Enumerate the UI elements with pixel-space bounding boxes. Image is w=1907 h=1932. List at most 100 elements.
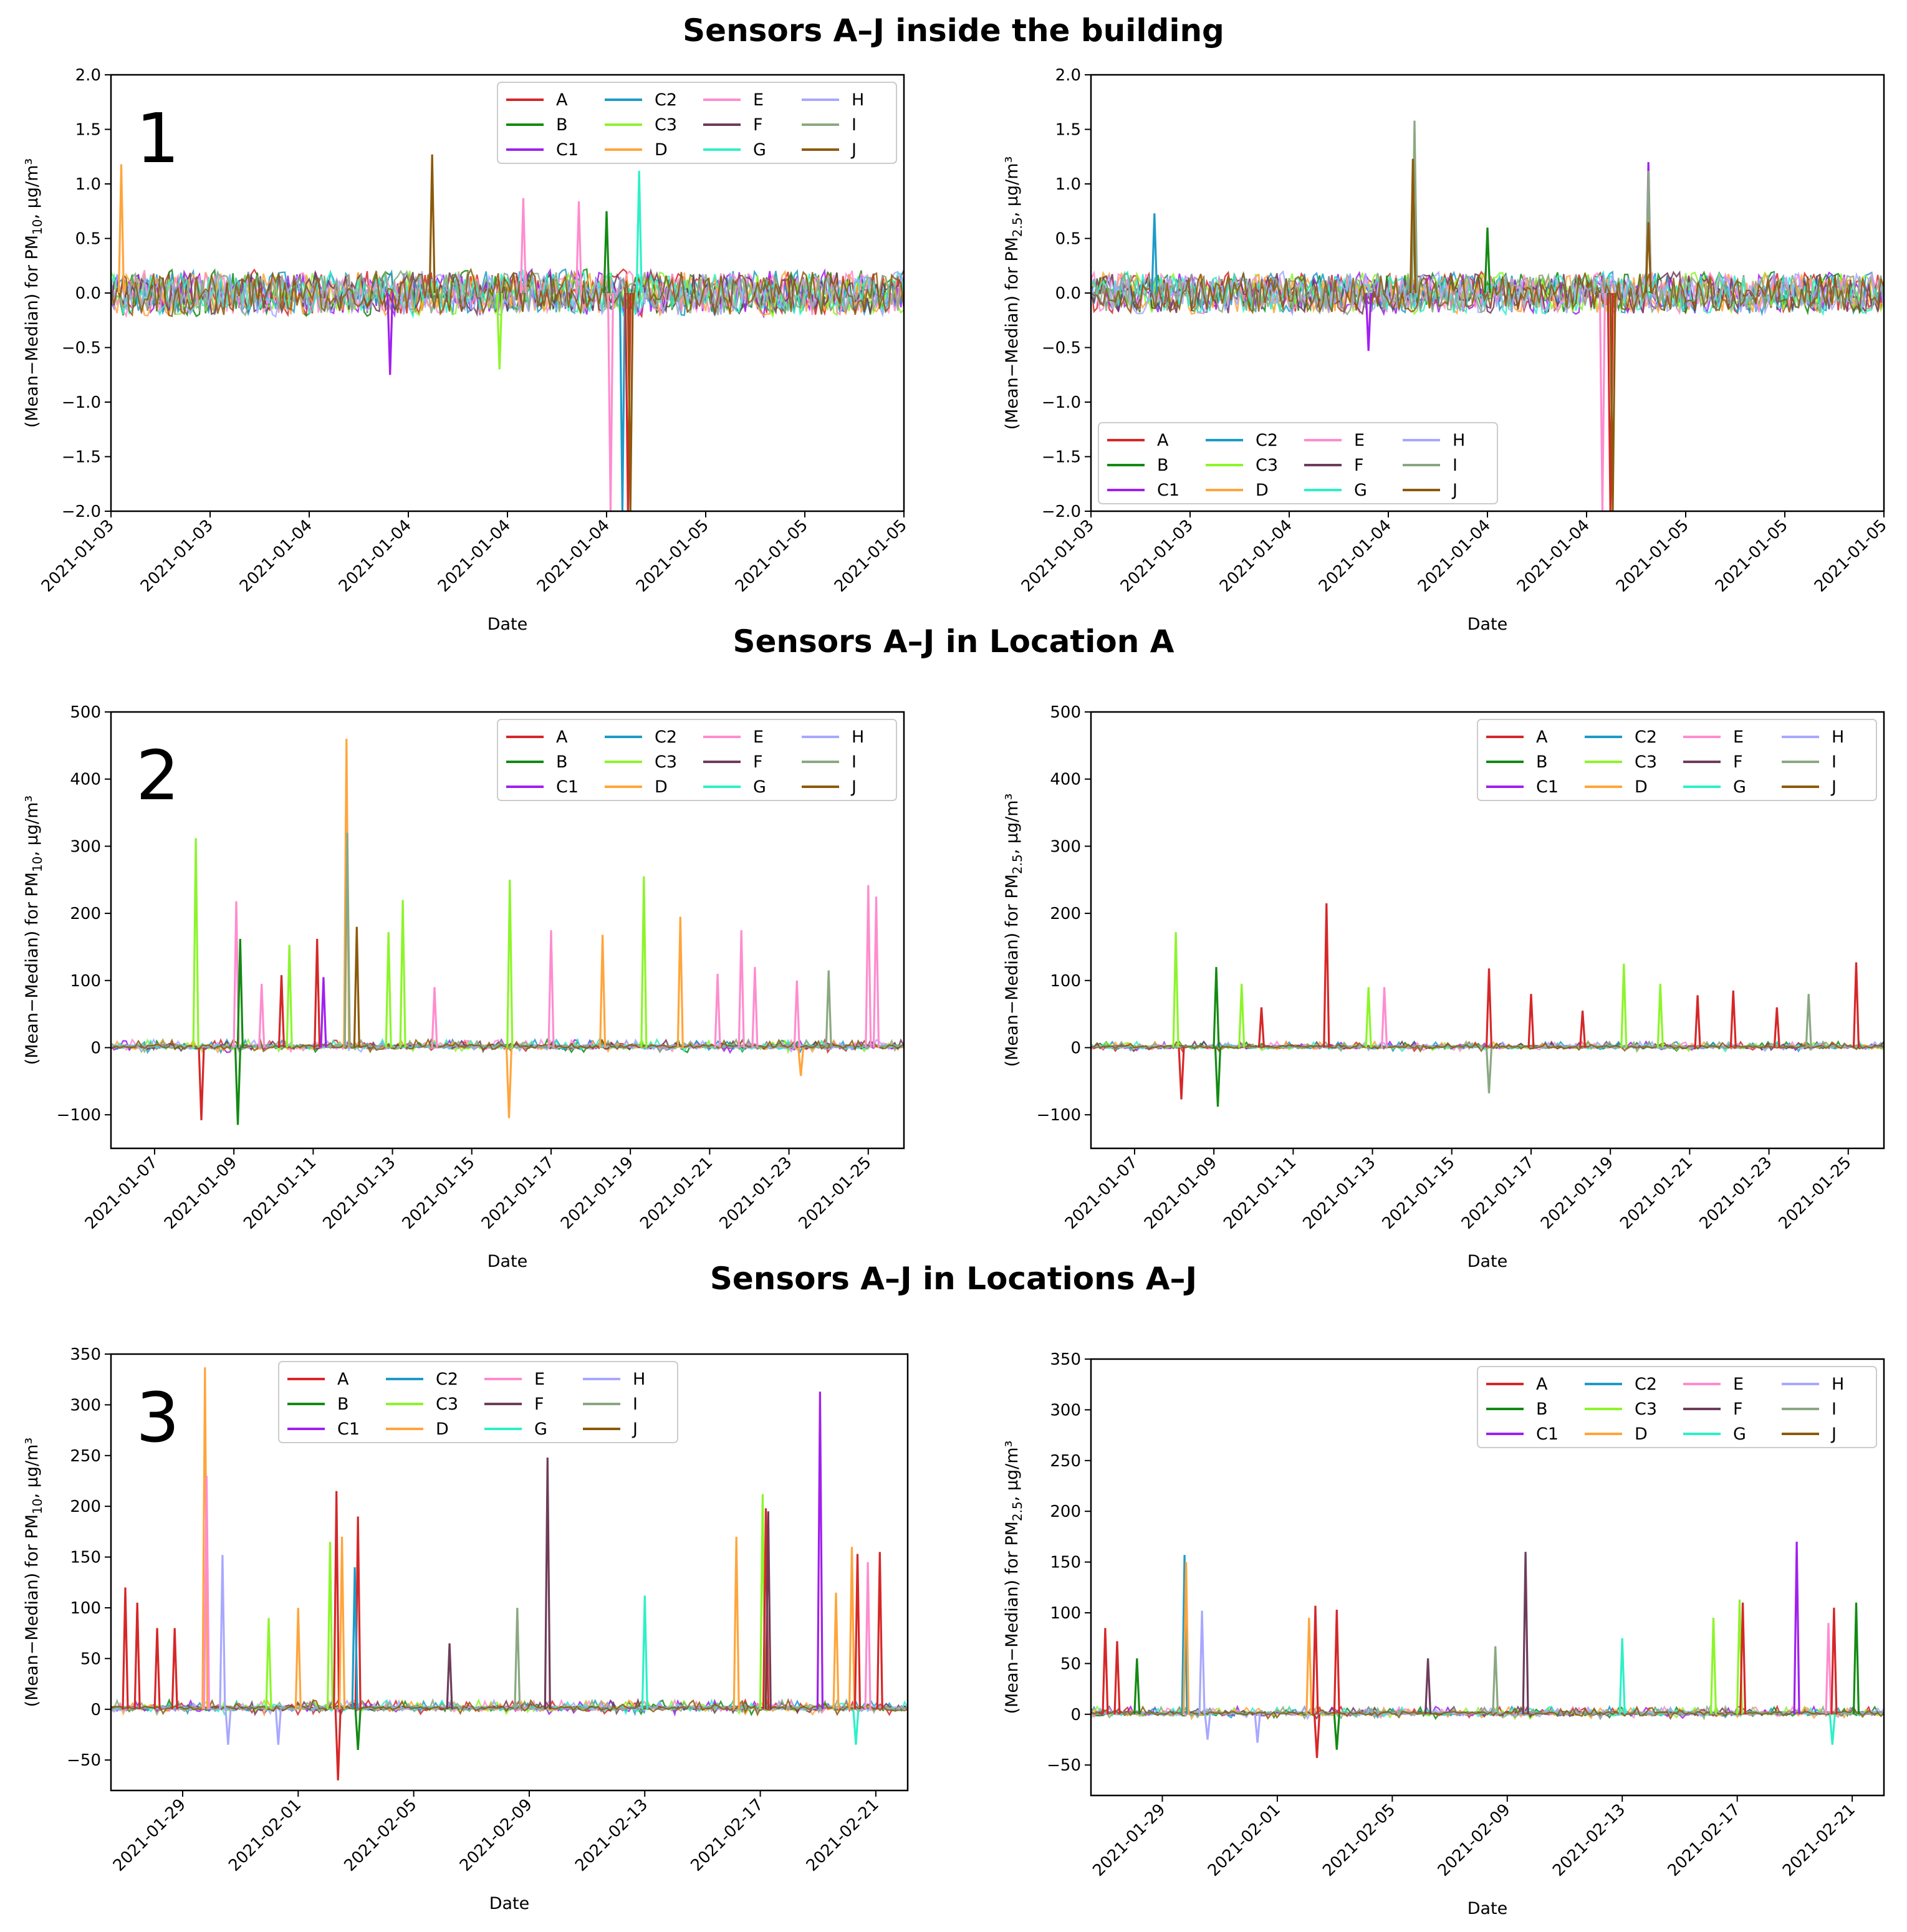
spike-A-6 [277, 975, 286, 1048]
x-tick-label: 2021-01-05 [1712, 516, 1792, 596]
legend-label-G: G [1733, 777, 1746, 797]
x-tick-label: 2021-01-03 [137, 516, 217, 596]
x-tick-label: 2021-01-05 [633, 516, 713, 596]
series-line-J [111, 267, 904, 317]
legend-label-J: J [850, 140, 857, 160]
spike-E-30 [864, 1562, 872, 1709]
legend: A C2 E H B C3 F I C1 D G J [1477, 1366, 1877, 1448]
y-axis-label-1: (Mean−Median) for PM10, µg/m³ [22, 158, 45, 428]
spike-C3-20 [640, 876, 648, 1048]
series-layer [1091, 903, 1884, 1107]
spike-E-23 [737, 930, 745, 1048]
legend-label-D: D [1635, 1425, 1648, 1444]
y-tick-label: −1.0 [1042, 393, 1081, 412]
legend-label-I: I [852, 752, 857, 772]
y-tick-label: −100 [57, 1106, 101, 1125]
y-tick-label: 150 [1050, 1554, 1081, 1572]
spike-E-3 [575, 201, 583, 294]
x-axis-label: Date [1467, 1899, 1508, 1918]
legend-label-J: J [850, 777, 857, 797]
spike-C1-7 [1365, 292, 1372, 351]
spike-G-24 [1828, 1714, 1836, 1745]
legend-label-D: D [655, 140, 668, 160]
x-tick-label: 2021-01-05 [732, 516, 812, 596]
spike-E-21 [1825, 1623, 1832, 1714]
legend-label-J: J [1451, 481, 1458, 500]
legend-label-A: A [337, 1370, 349, 1389]
x-tick-label: 2021-01-15 [1379, 1153, 1459, 1233]
x-tick-label: 2021-01-03 [38, 516, 118, 596]
legend-label-H: H [852, 728, 864, 747]
legend-label-I: I [1832, 752, 1837, 772]
legend-label-H: H [1453, 431, 1465, 450]
y-axis-label-3: (Mean−Median) for PM10, µg/m³ [22, 795, 45, 1065]
spike-C2-3 [1181, 1555, 1188, 1714]
spike-A-16 [1729, 990, 1737, 1048]
spike-A-2 [153, 1628, 161, 1709]
spike-B-3 [234, 1047, 242, 1125]
x-tick-label: 2021-02-13 [1549, 1800, 1629, 1880]
spike-A-17 [1773, 1007, 1780, 1048]
y-axis-label-6: (Mean−Median) for PM2.5, µg/m³ [1002, 1441, 1025, 1714]
spike-A-1 [1113, 1641, 1121, 1714]
y-tick-label: 0 [1070, 1039, 1081, 1057]
spike-I-18 [1805, 994, 1812, 1048]
y-tick-label: 200 [1050, 1502, 1081, 1521]
spike-D-0 [117, 164, 125, 294]
x-tick-label: 2021-01-05 [1811, 516, 1891, 596]
legend-label-D: D [1256, 481, 1269, 500]
spike-F-15 [1522, 1552, 1529, 1714]
spike-F-25 [764, 1511, 772, 1709]
y-tick-label: 200 [70, 1497, 101, 1516]
x-tick-label: 2021-01-19 [557, 1153, 637, 1233]
legend-label-C2: C2 [655, 90, 677, 110]
legend-label-B: B [1536, 752, 1548, 772]
chart-panel-1: −2.0 −1.5 −1.0 −0.5 0.0 0.5 1.0 1.5 2.0 2021-01-0… [22, 66, 911, 634]
spike-D-14 [339, 1536, 346, 1709]
spike-A-8 [314, 938, 321, 1048]
spike-C3-4 [1238, 984, 1246, 1048]
series-layer [111, 1367, 908, 1781]
legend-box [1477, 719, 1877, 801]
x-tick-label: 2021-01-04 [534, 516, 613, 596]
spike-H-6 [219, 1555, 226, 1709]
chart-panel-6: −50 0 50 100 150 200 250 300 350 2021-01-29 2021-0… [1002, 1350, 1885, 1918]
spike-C1-9 [320, 977, 327, 1048]
chart-panel-4: −100 0 100 200 300 400 500 2021-01-07 2021-01-09… [1002, 703, 1885, 1271]
spike-A-6 [1323, 903, 1330, 1048]
legend-label-G: G [534, 1420, 547, 1439]
spike-G-16 [1618, 1638, 1626, 1714]
y-tick-label: 100 [1050, 972, 1081, 991]
spike-D-29 [797, 1047, 805, 1076]
panel-number: 3 [136, 1378, 180, 1458]
x-tick-label: 2021-01-04 [435, 516, 514, 596]
spike-H-7 [1254, 1714, 1261, 1743]
chart-panel-2: −2.0 −1.5 −1.0 −0.5 0.0 0.5 1.0 1.5 2.0 2021-01-0… [1002, 66, 1891, 634]
series-line-F [1091, 270, 1884, 315]
x-axis-label: Date [489, 1894, 530, 1913]
x-tick-label: 2021-02-05 [341, 1795, 421, 1875]
y-tick-label: 300 [70, 1396, 101, 1415]
spike-A-12 [333, 1491, 340, 1709]
spike-A-15 [1694, 995, 1701, 1048]
legend-label-J: J [1830, 1425, 1837, 1444]
spike-A-5 [1257, 1007, 1266, 1048]
legend-label-F: F [1733, 1400, 1743, 1419]
spike-E-5 [203, 1476, 210, 1709]
legend-label-E: E [753, 90, 764, 110]
y-tick-label: 1.0 [75, 175, 101, 194]
spike-C3-13 [385, 932, 392, 1048]
x-axis-label: Date [1467, 615, 1508, 634]
y-tick-label: 0 [90, 1701, 101, 1719]
spike-A-13 [334, 1709, 342, 1781]
y-tick-label: 300 [1050, 837, 1081, 856]
x-tick-label: 2021-01-13 [1299, 1153, 1379, 1233]
x-tick-label: 2021-01-21 [1616, 1153, 1696, 1233]
y-tick-label: 500 [1050, 703, 1081, 722]
spike-J-1 [428, 154, 436, 294]
x-tick-label: 2021-01-13 [319, 1153, 399, 1233]
y-tick-label: 300 [1050, 1401, 1081, 1420]
x-tick-label: 2021-01-29 [110, 1795, 190, 1875]
x-tick-label: 2021-01-04 [1216, 516, 1296, 596]
spike-D-4 [201, 1367, 209, 1709]
